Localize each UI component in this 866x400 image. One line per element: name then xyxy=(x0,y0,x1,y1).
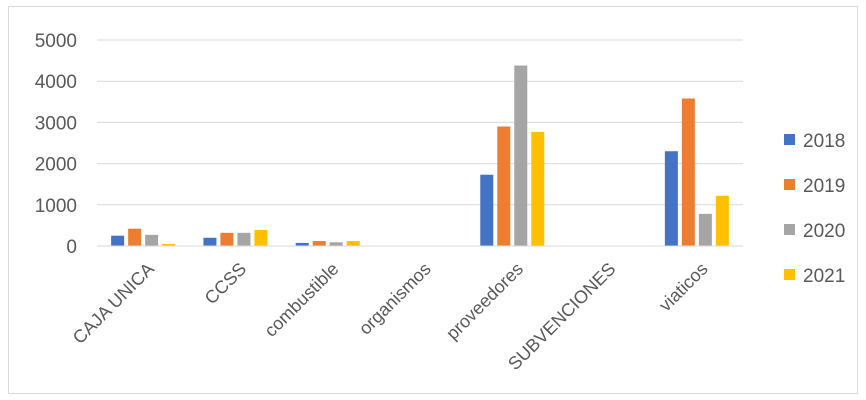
x-axis-categories: CAJA UNICA CCSS combustible organismos prove… xyxy=(69,259,712,374)
bar-2021-4 xyxy=(531,131,545,246)
legend-swatch-2019 xyxy=(784,179,795,190)
bars xyxy=(111,65,729,246)
y-tick-label: 2000 xyxy=(35,155,77,176)
y-tick-label: 5000 xyxy=(35,31,77,52)
bar-2020-4 xyxy=(514,65,528,246)
bar-2021-0 xyxy=(162,243,176,246)
y-tick-label: 0 xyxy=(66,237,77,258)
bar-2020-2 xyxy=(329,242,343,246)
bar-2021-6 xyxy=(715,195,729,246)
category-label: viaticos xyxy=(655,259,712,316)
bar-2018-0 xyxy=(111,235,125,246)
bar-2019-0 xyxy=(128,228,142,246)
bar-2021-1 xyxy=(254,229,268,246)
bar-2021-2 xyxy=(346,241,360,246)
legend-label: 2021 xyxy=(803,266,845,287)
legend-swatch-2020 xyxy=(784,224,795,235)
legend-label: 2018 xyxy=(803,131,845,152)
bar-2020-6 xyxy=(698,213,712,246)
bar-2019-6 xyxy=(681,98,695,246)
y-tick-label: 1000 xyxy=(35,196,77,217)
y-tick-label: 3000 xyxy=(35,113,77,134)
bar-2018-4 xyxy=(480,174,494,246)
gridlines xyxy=(97,39,743,206)
category-label: organismos xyxy=(355,259,435,339)
bar-2019-2 xyxy=(312,241,326,246)
legend-swatch-2018 xyxy=(784,134,795,145)
bar-2019-4 xyxy=(497,126,511,246)
bar-2019-1 xyxy=(220,232,234,246)
legend-swatch-2021 xyxy=(784,269,795,280)
category-label: combustible xyxy=(260,259,342,341)
legend: 2018 2019 2020 2021 xyxy=(784,131,845,287)
bar-2020-0 xyxy=(145,234,159,246)
bar-2018-1 xyxy=(203,237,217,246)
category-label: CAJA UNICA xyxy=(69,259,158,348)
y-axis-ticks: 0 1000 2000 3000 4000 5000 xyxy=(35,31,77,258)
bar-2018-6 xyxy=(664,151,678,246)
legend-label: 2019 xyxy=(803,176,845,197)
category-label: proveedores xyxy=(442,259,527,344)
legend-label: 2020 xyxy=(803,221,845,242)
bar-2020-1 xyxy=(237,232,251,246)
bar-2018-2 xyxy=(295,242,309,246)
y-tick-label: 4000 xyxy=(35,72,77,93)
category-label: CCSS xyxy=(201,259,251,309)
